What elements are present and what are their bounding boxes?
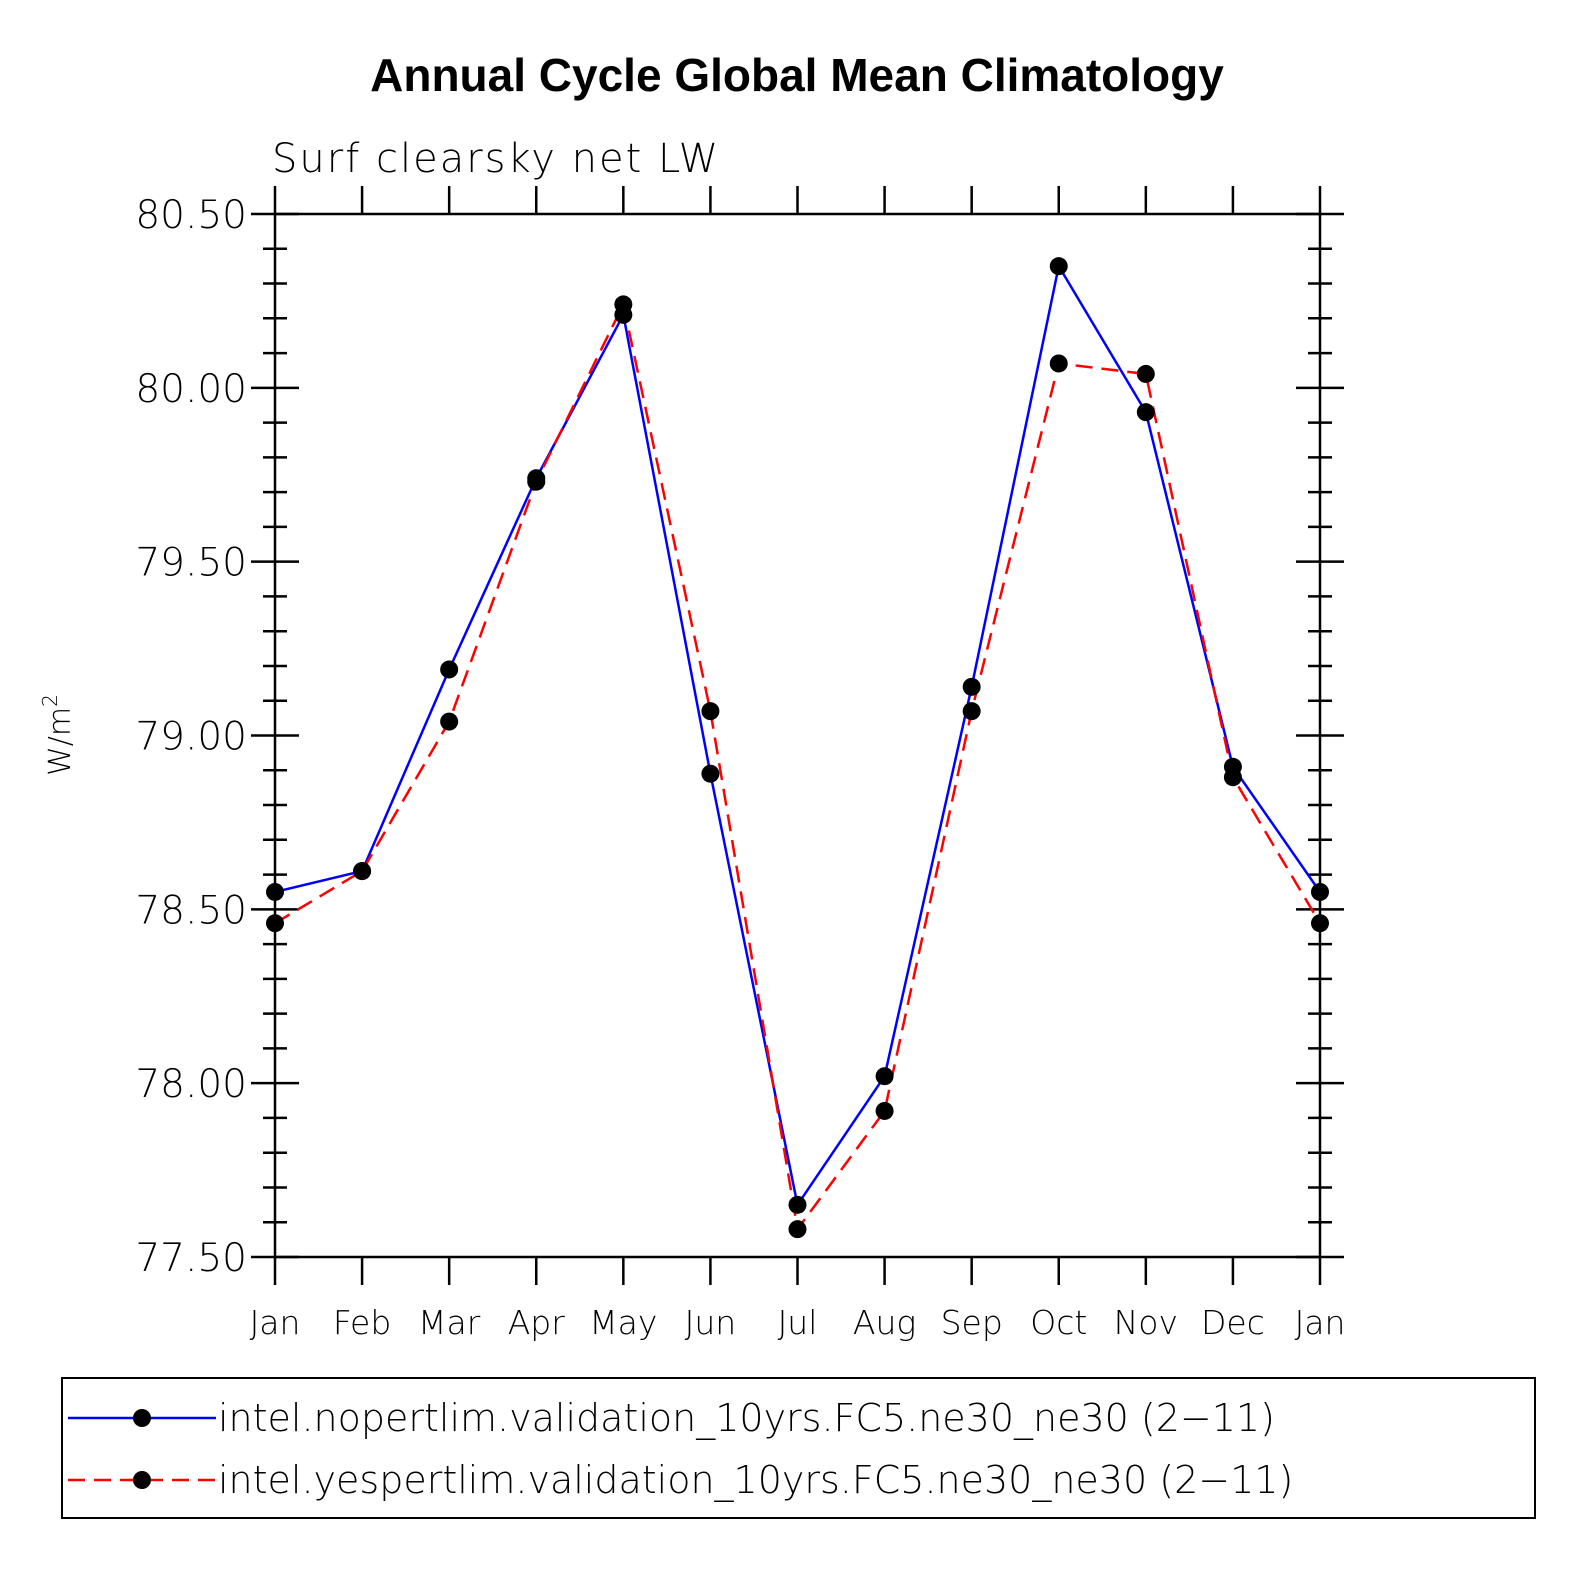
series-2-point — [875, 1101, 894, 1120]
series-lines — [274, 264, 1322, 1231]
series-2-point — [788, 1220, 807, 1239]
legend-label-1: intel.nopertlim.validation_10yrs.FC5.ne3… — [218, 1396, 1275, 1441]
legend-marker-2 — [133, 1471, 151, 1489]
y-axis-label: W/m2 — [38, 694, 78, 776]
x-tick-label: Aug — [853, 1303, 916, 1342]
series-1-point — [440, 660, 459, 679]
plot-frame — [273, 212, 1322, 1259]
series-2-point — [440, 712, 459, 731]
y-tick-label: 80.00 — [135, 367, 247, 412]
x-tick-label: Jan — [1295, 1303, 1346, 1342]
x-tick-label: Jun — [685, 1303, 737, 1342]
y-tick-label: 78.00 — [135, 1062, 247, 1107]
svg-text:W/m2: W/m2 — [38, 694, 78, 776]
series-1-point — [1049, 257, 1068, 276]
chart-title: Annual Cycle Global Mean Climatology — [370, 49, 1224, 101]
legend: intel.nopertlim.validation_10yrs.FC5.ne3… — [61, 1377, 1536, 1519]
x-tick-label: Feb — [333, 1303, 391, 1342]
series-line-2 — [274, 303, 1322, 1231]
y-axis-label-superscript: 2 — [38, 694, 62, 707]
series-2-point — [962, 702, 981, 721]
legend-label-2: intel.yespertlim.validation_10yrs.FC5.ne… — [218, 1458, 1293, 1503]
series-2-point — [1223, 768, 1242, 787]
series-1-point — [701, 764, 720, 783]
x-tick-label: May — [589, 1303, 657, 1342]
x-tick-label: Nov — [1114, 1303, 1178, 1342]
y-tick-label: 79.00 — [135, 715, 247, 760]
series-1-point — [962, 677, 981, 696]
axes-ticks — [251, 186, 1344, 1285]
series-1-point — [875, 1067, 894, 1086]
series-2-point — [701, 702, 720, 721]
x-tick-label: Mar — [418, 1303, 481, 1342]
chart-subtitle: Surf clearsky net LW — [272, 136, 720, 182]
x-tick-label: Jul — [778, 1303, 818, 1342]
series-2-point — [614, 295, 633, 314]
legend-box — [61, 1377, 1536, 1519]
x-tick-label: Oct — [1030, 1303, 1087, 1342]
x-tick-labels: Jan Feb Mar Apr May Jun Jul Aug Sep Oct Nov Dec Jan — [250, 1303, 1346, 1342]
series-1-point — [1136, 403, 1155, 422]
series-line-1 — [274, 264, 1322, 1207]
y-tick-labels: 77.50 78.00 78.50 79.00 79.50 80.00 80.50 — [135, 193, 247, 1281]
y-axis-label-text: W/m — [43, 707, 78, 776]
series-2-point — [1049, 354, 1068, 373]
x-tick-label: Jan — [250, 1303, 301, 1342]
x-tick-label: Apr — [508, 1303, 566, 1342]
series-2-point — [353, 862, 372, 881]
y-tick-label: 77.50 — [135, 1236, 247, 1281]
series-markers — [266, 257, 1329, 1239]
x-tick-label: Sep — [941, 1303, 1003, 1342]
series-2-point — [527, 472, 546, 491]
y-tick-label: 80.50 — [135, 193, 247, 238]
legend-marker-1 — [133, 1409, 151, 1427]
y-tick-label: 78.50 — [135, 888, 247, 933]
series-2-point — [1136, 364, 1155, 383]
y-tick-label: 79.50 — [135, 541, 247, 586]
series-1-point — [788, 1195, 807, 1214]
x-tick-label: Dec — [1201, 1303, 1265, 1342]
